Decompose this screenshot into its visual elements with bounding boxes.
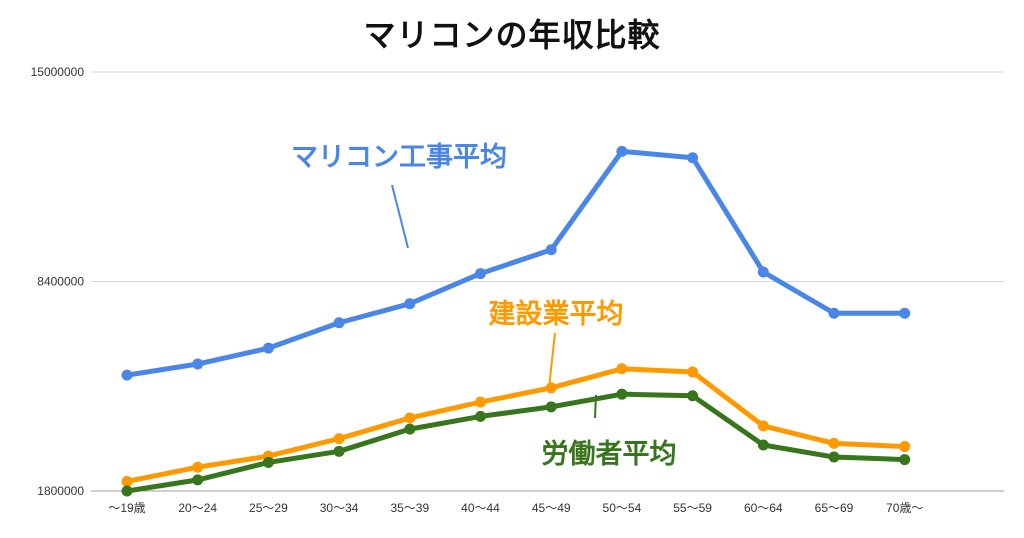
series-group — [121, 145, 911, 497]
x-axis-labels: 〜19歳 20〜24 25〜29 30〜34 35〜39 40〜44 45〜49 50〜54 5… — [108, 501, 923, 515]
series-2-point-9 — [757, 439, 769, 451]
series-2-point-8 — [687, 390, 699, 402]
series-0-point-7 — [616, 145, 628, 157]
series-line-1 — [124, 366, 908, 484]
series-label-leader-0 — [391, 184, 409, 249]
y-tick-label-1: 8400000 — [37, 275, 84, 289]
x-tick-label-7: 50〜54 — [603, 501, 642, 515]
series-0-point-0 — [121, 369, 133, 381]
series-2-point-3 — [333, 445, 345, 457]
series-0-point-5 — [475, 268, 486, 280]
series-2-point-0 — [121, 485, 133, 497]
series-0-point-8 — [687, 152, 699, 164]
series-1-point-4 — [404, 412, 416, 424]
series-0-point-4 — [404, 298, 416, 310]
y-tick-label-0: 1800000 — [37, 484, 84, 498]
series-label-leader-2 — [594, 394, 597, 419]
y-tick-label-2: 15000000 — [31, 65, 85, 79]
series-1-point-11 — [899, 441, 911, 453]
series-1-point-10 — [828, 437, 840, 449]
x-tick-label-4: 35〜39 — [390, 501, 429, 515]
series-line-2 — [124, 391, 908, 494]
gridlines — [91, 71, 1004, 492]
x-tick-label-9: 60〜64 — [744, 501, 783, 515]
x-tick-label-2: 25〜29 — [249, 501, 288, 515]
series-2-point-7 — [616, 388, 628, 400]
series-0-point-9 — [757, 266, 769, 278]
x-tick-label-1: 20〜24 — [178, 501, 217, 515]
series-1-point-3 — [333, 433, 345, 445]
series-2-point-6 — [545, 401, 557, 413]
series-label-leader-1 — [548, 332, 556, 389]
chart-title: マリコンの年収比較 — [363, 16, 661, 54]
series-2-point-1 — [192, 474, 204, 486]
series-1-point-1 — [192, 461, 204, 473]
series-0-point-10 — [828, 307, 840, 319]
series-1-point-7 — [616, 363, 628, 375]
x-tick-label-3: 30〜34 — [320, 501, 359, 515]
series-2-point-11 — [899, 454, 911, 466]
series-0-point-3 — [333, 317, 345, 329]
series-2-point-5 — [475, 410, 486, 422]
series-1-point-0 — [121, 475, 133, 487]
series-0-point-1 — [192, 358, 204, 370]
x-tick-label-5: 40〜44 — [461, 501, 500, 515]
y-axis-labels: 1800000 8400000 15000000 — [31, 65, 85, 498]
series-2-point-4 — [404, 423, 416, 435]
series-1-point-5 — [475, 396, 486, 408]
series-label-0: マリコン工事平均 — [291, 142, 507, 173]
x-tick-label-10: 65〜69 — [815, 501, 854, 515]
x-tick-label-6: 45〜49 — [532, 501, 571, 515]
series-0-point-11 — [899, 307, 911, 319]
series-0-point-2 — [262, 342, 274, 354]
series-0-point-6 — [545, 244, 557, 256]
series-line-0 — [124, 148, 908, 378]
series-1-point-8 — [687, 366, 699, 378]
x-tick-label-11: 70歳〜 — [886, 501, 923, 515]
series-2-point-10 — [828, 451, 840, 463]
series-label-2: 労働者平均 — [542, 439, 677, 470]
series-2-point-2 — [262, 456, 274, 468]
series-1-point-6 — [545, 382, 557, 394]
x-tick-label-0: 〜19歳 — [108, 501, 145, 515]
x-tick-label-8: 55〜59 — [673, 501, 712, 515]
series-label-1: 建設業平均 — [489, 298, 624, 330]
series-1-point-9 — [757, 420, 769, 432]
